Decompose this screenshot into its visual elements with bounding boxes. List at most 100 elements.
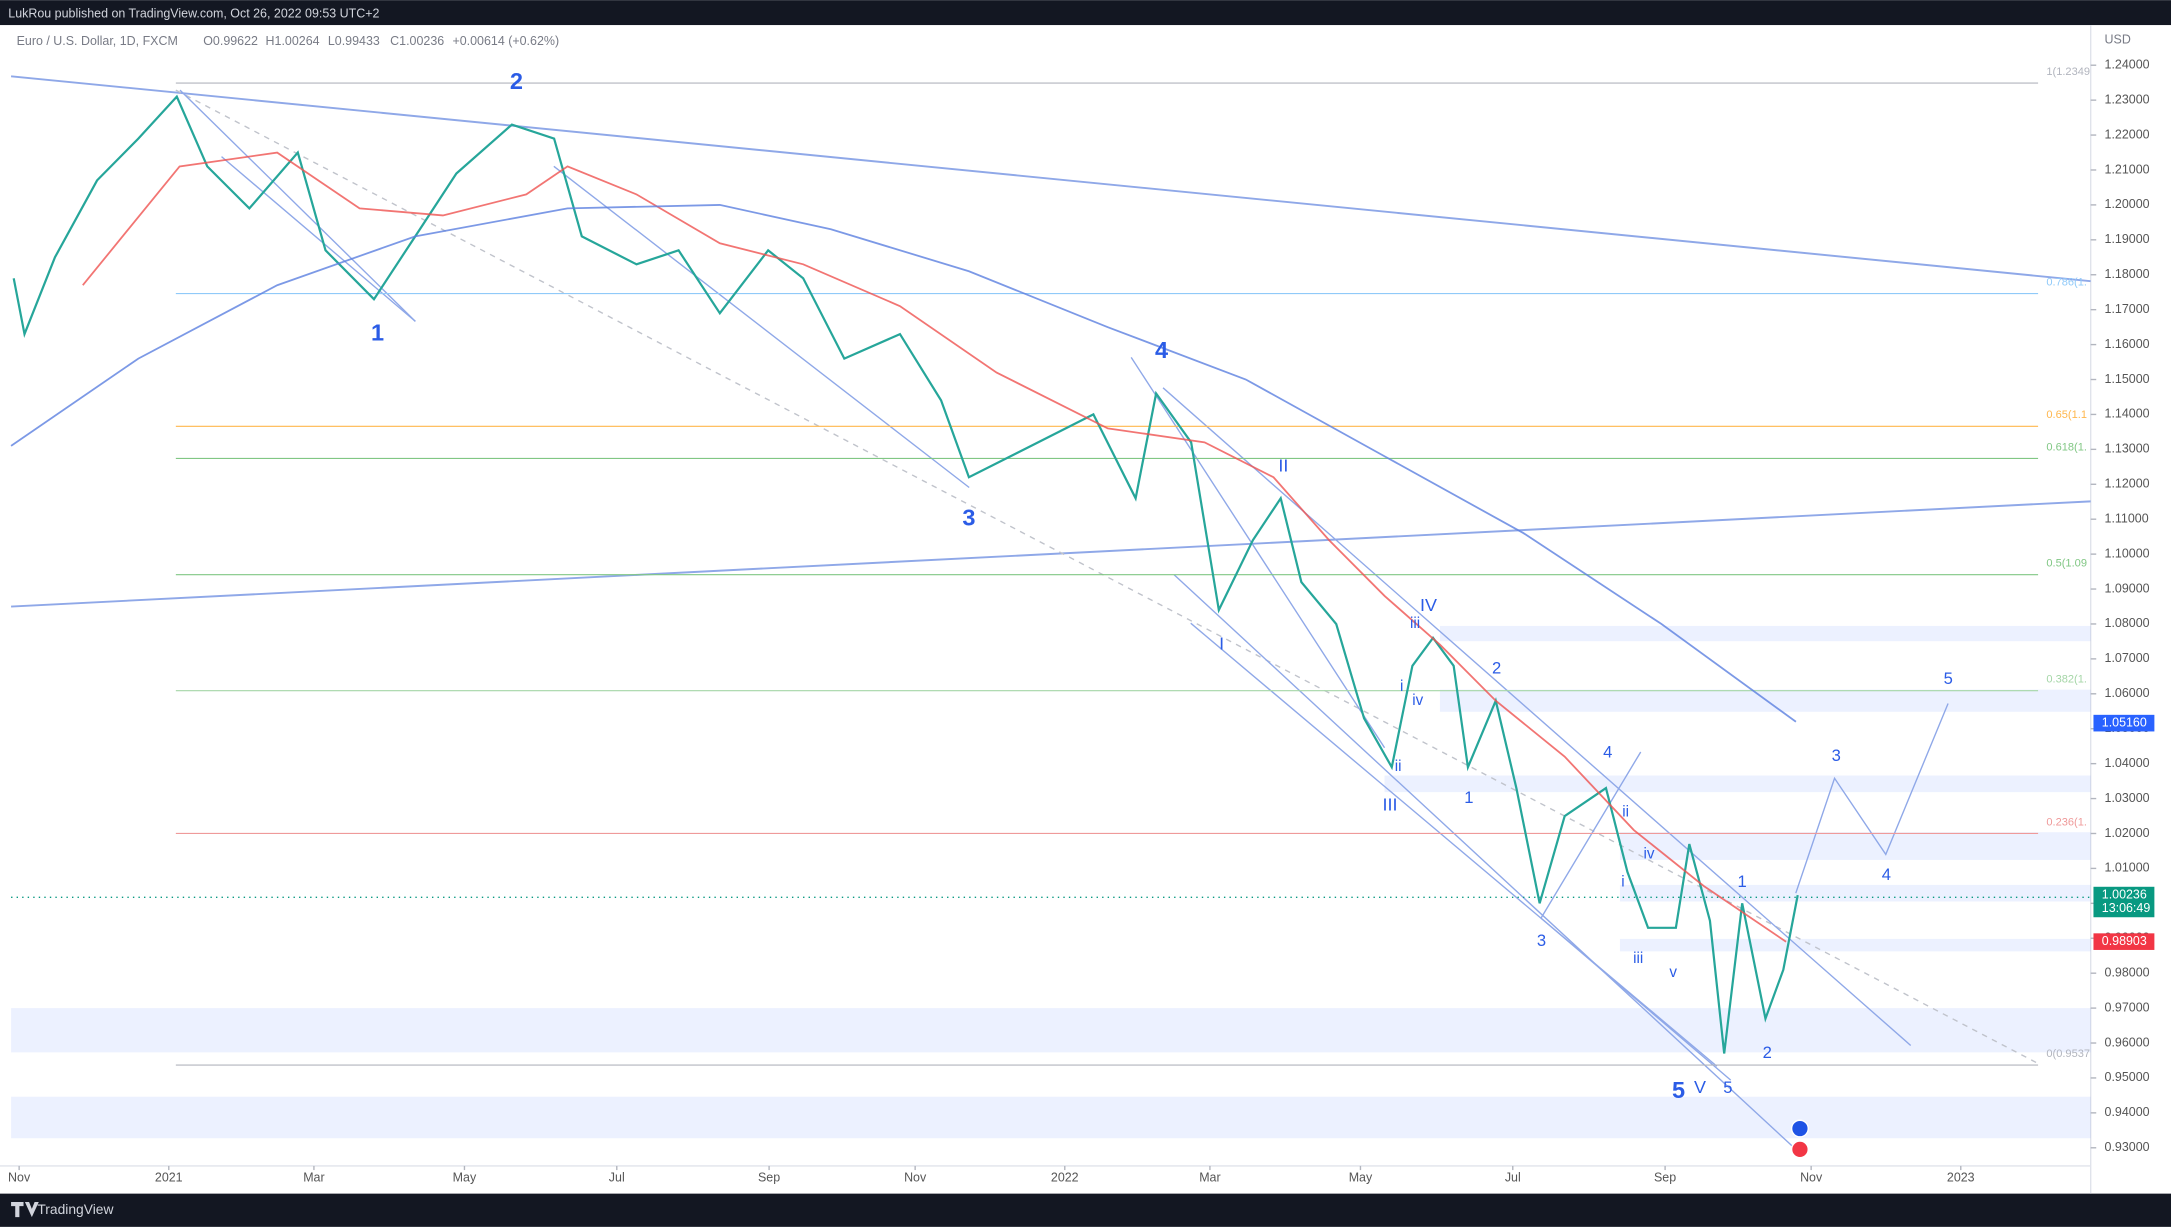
wave-label: ii: [1622, 804, 1629, 821]
x-tick-label: 2021: [155, 1171, 183, 1185]
y-tick-label: 1.22000: [2105, 127, 2150, 141]
legend-value: +0.00614 (+0.62%): [452, 34, 559, 48]
y-tick-label: 1.16000: [2105, 337, 2150, 351]
wave-label: 3: [962, 504, 975, 530]
wave-label: I: [1219, 634, 1224, 654]
y-tick-label: 0.96000: [2105, 1035, 2150, 1049]
wave-label: iv: [1412, 692, 1423, 709]
x-tick-label: 2023: [1947, 1171, 1975, 1185]
wave-label: 4: [1882, 865, 1891, 884]
trendline: [1162, 387, 1912, 1047]
legend-value: H1.00264: [266, 34, 320, 48]
moving-average: [10, 204, 1797, 723]
y-tick-label: 1.17000: [2105, 302, 2150, 316]
y-tick-label: 0.94000: [2105, 1105, 2150, 1119]
zone: [1384, 775, 2091, 793]
wave-label: v: [1669, 964, 1677, 981]
wave-label: 2: [510, 68, 523, 94]
wave-label: II: [1278, 456, 1288, 476]
trendline: [1190, 622, 1718, 1067]
wave-label: iv: [1643, 845, 1654, 862]
header-bar: [0, 0, 2171, 26]
y-tick-label: 1.06000: [2105, 686, 2150, 700]
price-line: [12, 94, 1799, 1054]
x-tick-label: May: [453, 1171, 477, 1185]
logo: [11, 1201, 39, 1218]
wave-label: 3: [1832, 746, 1841, 765]
fib-label: 0.65(1.1: [2046, 409, 2087, 421]
y-tick-label: 1.01000: [2105, 861, 2150, 875]
event-icon: [1790, 1140, 1809, 1159]
x-tick-label: Jul: [609, 1171, 625, 1185]
fib-label: 1(1.2349: [2046, 66, 2090, 78]
legend-value: O0.99622: [203, 34, 258, 48]
trendline: [1173, 574, 1797, 1150]
y-tick-label: 1.21000: [2105, 162, 2150, 176]
price-tag: [2093, 886, 2155, 918]
y-tick-label: 1.15000: [2105, 372, 2150, 386]
zone: [1619, 832, 2091, 860]
zone: [11, 1008, 2091, 1053]
price-tag: [2093, 933, 2155, 950]
x-tick-label: Nov: [1800, 1171, 1823, 1185]
x-tick-label: Nov: [8, 1171, 31, 1185]
x-tick-label: Sep: [1654, 1171, 1676, 1185]
y-tick-label: 1.13000: [2105, 442, 2150, 456]
fib-label: 0.786(1.: [2046, 276, 2087, 288]
x-tick-label: Nov: [904, 1171, 927, 1185]
x-tick-label: Jul: [1505, 1171, 1521, 1185]
y-tick-label: 1.04000: [2105, 756, 2150, 770]
y-tick-label: 1.10000: [2105, 546, 2150, 560]
y-tick-label: 1.07000: [2105, 651, 2150, 665]
event-icon: [1790, 1119, 1809, 1138]
fib-label: 0.5(1.09: [2046, 558, 2087, 570]
price-tag: [2093, 714, 2155, 732]
wave-label: i: [1400, 678, 1403, 695]
price-tag-label: 1.00236: [2102, 887, 2147, 901]
wave-label: 1: [1738, 872, 1747, 891]
y-tick-label: 1.02000: [2105, 826, 2150, 840]
y-tick-label: 1.09000: [2105, 581, 2150, 595]
fib-label: 0.618(1.: [2046, 441, 2087, 453]
zones: [11, 625, 2091, 1139]
x-tick-label: Mar: [303, 1171, 324, 1185]
fib-label: 0.236(1.: [2046, 816, 2087, 828]
wave-label: 5: [1723, 1078, 1732, 1097]
legend-value: L0.99433: [328, 34, 380, 48]
wave-label: 5: [1944, 669, 1953, 688]
x-tick-label: Sep: [758, 1171, 780, 1185]
trendline: [11, 500, 2091, 608]
wave-label: 4: [1155, 337, 1168, 363]
wave-label: 2: [1492, 659, 1501, 678]
zone: [1619, 884, 2091, 902]
y-tick-label: 1.11000: [2105, 511, 2149, 525]
countdown: 13:06:49: [2102, 901, 2151, 915]
y-tick-label: 1.12000: [2105, 477, 2150, 491]
fib-label: 0(0.9537: [2046, 1048, 2090, 1060]
trendline: [1540, 751, 1642, 919]
wave-label: 1: [1464, 788, 1473, 807]
zone: [1439, 689, 2091, 712]
footer-bar: [0, 1193, 2171, 1227]
y-tick-label: 1.20000: [2105, 197, 2150, 211]
wave-label: 2: [1763, 1043, 1772, 1062]
y-tick-label: 1.18000: [2105, 267, 2150, 281]
y-tick-label: 1.08000: [2105, 616, 2150, 630]
zone: [1439, 625, 2091, 642]
y-tick-label: 1.03000: [2105, 791, 2150, 805]
y-tick-label: 0.95000: [2105, 1070, 2150, 1084]
x-tick-label: 2022: [1051, 1171, 1079, 1185]
y-tick-label: 0.93000: [2105, 1140, 2150, 1154]
wave-label: i: [1621, 873, 1624, 890]
y-tick-label: 0.98000: [2105, 965, 2150, 979]
fib-label: 0.382(1.: [2046, 674, 2087, 686]
trendline: [179, 89, 416, 322]
zone: [1619, 938, 2091, 952]
publisher: LukRou published on TradingView.com, Oct…: [8, 6, 379, 20]
wave-label: V: [1694, 1077, 1706, 1097]
wave-label: 4: [1603, 743, 1612, 762]
trendline: [1130, 356, 1386, 749]
moving-average: [82, 151, 1787, 943]
